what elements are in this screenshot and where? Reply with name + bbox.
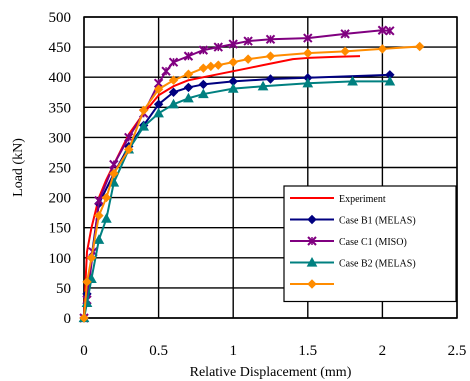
data-point <box>82 277 92 287</box>
data-point <box>384 75 396 86</box>
x-tick-label: 1 <box>229 343 237 359</box>
data-point <box>265 51 276 61</box>
x-axis-label: Relative Displacement (mm) <box>190 365 352 380</box>
data-point <box>101 213 112 223</box>
y-tick-label: 450 <box>49 40 72 56</box>
y-tick-label: 250 <box>49 161 72 177</box>
y-tick-label: 300 <box>49 130 72 146</box>
y-tick-label: 150 <box>49 221 72 237</box>
data-point <box>377 25 388 35</box>
data-point <box>168 57 179 67</box>
data-point <box>265 74 276 84</box>
data-point <box>183 82 194 93</box>
data-point <box>109 159 119 170</box>
data-point <box>265 34 276 44</box>
data-point <box>153 84 164 94</box>
data-point <box>303 48 313 58</box>
series-5 <box>79 41 425 323</box>
legend-marker <box>306 256 318 267</box>
data-point <box>243 54 253 64</box>
data-point <box>213 42 223 52</box>
data-point <box>198 45 209 55</box>
data-point <box>377 44 388 54</box>
legend-label: Case C1 (MISO) <box>339 237 407 248</box>
series-3 <box>79 25 395 323</box>
y-tick-label: 400 <box>49 70 72 86</box>
legend-entry: Case C1 (MISO) <box>290 236 407 248</box>
legend-entry <box>290 279 334 289</box>
y-tick-label: 500 <box>49 10 72 26</box>
data-point <box>183 92 194 103</box>
legend-label: Case B1 (MELAS) <box>339 216 416 227</box>
x-tick-label: 0 <box>80 343 88 359</box>
data-point <box>168 98 179 109</box>
legend-marker <box>307 279 317 289</box>
data-point <box>183 51 194 61</box>
data-point <box>94 210 104 221</box>
series-line <box>83 55 361 319</box>
data-point <box>213 60 223 70</box>
y-axis-label: Load (kN) <box>11 138 26 197</box>
y-tick-label: 200 <box>49 191 72 207</box>
x-tick-label: 2 <box>379 343 387 359</box>
legend-entry: Case B2 (MELAS) <box>290 256 416 270</box>
x-tick-label: 0.5 <box>149 343 168 359</box>
data-point <box>228 39 238 49</box>
data-point <box>198 63 209 73</box>
data-point <box>228 57 238 67</box>
y-tick-label: 350 <box>49 100 72 116</box>
legend-label: Experiment <box>339 194 386 205</box>
legend-marker <box>307 214 317 225</box>
data-point <box>79 313 89 323</box>
data-point <box>302 77 314 88</box>
data-point <box>101 192 112 203</box>
data-point <box>303 33 313 43</box>
legend-entry: Experiment <box>290 194 386 205</box>
series-line <box>83 29 390 319</box>
data-point <box>206 61 216 72</box>
legend: Experiment Case B1 (MELAS) Case C1 (MISO) C… <box>283 185 457 303</box>
data-point <box>183 69 194 79</box>
y-tick-label: 50 <box>56 281 71 297</box>
plot-area-frame <box>83 16 458 319</box>
data-point <box>138 121 150 131</box>
legend-marker <box>307 236 317 246</box>
series-group <box>78 25 425 323</box>
y-tick-label: 100 <box>49 251 72 267</box>
data-point <box>124 144 134 155</box>
data-point <box>227 83 239 93</box>
y-tick-label: 0 <box>64 311 72 327</box>
data-point <box>153 107 164 118</box>
data-point <box>243 36 253 46</box>
data-point <box>138 105 149 116</box>
data-point <box>347 75 358 86</box>
data-point <box>385 26 395 36</box>
data-point <box>198 79 209 90</box>
data-point <box>340 46 350 57</box>
data-point <box>198 88 209 99</box>
data-point <box>161 66 171 76</box>
data-point <box>168 75 179 85</box>
data-point <box>340 29 350 39</box>
series-1 <box>83 55 361 319</box>
legend-entry: Case B1 (MELAS) <box>290 214 416 227</box>
x-tick-label: 1.5 <box>298 343 317 359</box>
x-tick-label: 2.5 <box>448 343 467 359</box>
data-point <box>414 41 425 52</box>
data-point <box>109 168 119 179</box>
data-point <box>86 253 97 263</box>
data-point <box>257 80 269 91</box>
data-point <box>94 195 104 206</box>
data-point <box>93 234 105 244</box>
tick-labels: 0 0.5 1 1.5 2 2.5 0 50 100 150 200 250 300 350 400 450 5… <box>49 10 467 359</box>
legend-label: Case B2 (MELAS) <box>339 259 416 270</box>
data-point <box>168 87 179 97</box>
